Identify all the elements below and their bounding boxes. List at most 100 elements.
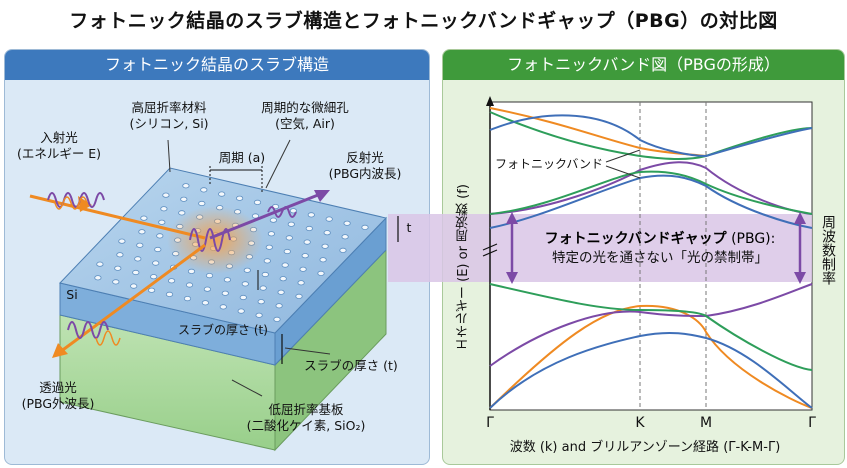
air-hole — [198, 200, 206, 207]
y-axis-arrow — [486, 96, 494, 106]
upper-band-blue — [489, 174, 813, 229]
pbg-connector-band — [388, 214, 498, 282]
air-hole — [200, 187, 208, 193]
air-hole — [251, 213, 260, 219]
lower-band-green — [489, 283, 813, 371]
substrate-leader — [231, 379, 263, 397]
si-label: Si — [66, 287, 78, 302]
air-hole — [201, 300, 209, 306]
x-axis-label: 波数 (k) and ブリルアンゾーン経路 (Γ-K-M-Γ) — [509, 440, 781, 455]
air-hole — [148, 287, 156, 293]
air-hole — [185, 282, 194, 288]
air-hole — [237, 308, 245, 314]
air-hole — [287, 221, 295, 227]
air-hole — [183, 295, 192, 302]
air-hole — [295, 293, 303, 299]
band-label: フォトニックバンド — [494, 156, 604, 172]
pbg-title-main: フォトニックバンドギャップ — [544, 231, 727, 247]
air-hole — [277, 289, 285, 295]
right-axis-label: 周波数制率 — [820, 215, 836, 285]
holes-label: 周期的な微細孔 (空気, Air) — [261, 100, 349, 131]
slab-outer-thickness-label: スラブの厚さ (t) — [304, 358, 398, 373]
air-hole — [94, 275, 102, 281]
air-hole — [297, 280, 305, 286]
air-hole — [259, 285, 267, 291]
air-hole — [223, 277, 231, 283]
air-hole — [160, 206, 168, 212]
pbg-arrow-right-bottom — [794, 272, 806, 284]
air-hole — [279, 276, 287, 282]
pbg-arrow-left-top — [506, 212, 518, 224]
air-hole — [239, 294, 247, 301]
air-hole — [301, 253, 309, 259]
air-hole — [130, 283, 138, 289]
air-hole — [140, 215, 148, 221]
air-hole — [343, 220, 351, 226]
air-hole — [132, 269, 140, 276]
air-hole — [255, 312, 263, 318]
air-hole — [257, 299, 265, 305]
air-hole — [218, 191, 226, 197]
air-hole — [283, 248, 291, 255]
pbg-title: フォトニックバンドギャップ (PBG): — [525, 228, 795, 248]
pbg-arrow-right-top — [794, 212, 806, 224]
air-hole — [265, 244, 273, 250]
slab-panel-header: フォトニック結晶のスラブ構造 — [5, 50, 429, 80]
air-hole — [182, 183, 190, 189]
lower-band-purple — [489, 283, 813, 367]
pbg-title-suffix: (PBG): — [726, 231, 776, 247]
air-hole — [203, 286, 211, 292]
incident-wave-2 — [54, 196, 88, 210]
band-label-leader-1 — [605, 149, 641, 163]
incident-wave — [47, 192, 105, 208]
air-hole — [96, 261, 104, 267]
x-tick-k: K — [635, 415, 645, 431]
slab-inner-thickness-label: スラブの厚さ (t) — [178, 323, 268, 337]
upper-band-green — [489, 170, 813, 215]
air-hole — [243, 267, 251, 273]
incident-beam — [29, 194, 206, 240]
air-hole — [281, 262, 289, 268]
air-hole — [263, 258, 271, 264]
transmitted-wave-2 — [95, 330, 121, 346]
air-hole — [275, 303, 283, 309]
air-hole — [221, 290, 229, 296]
reflected-wave — [267, 206, 297, 218]
air-hole — [307, 212, 315, 218]
air-hole — [156, 233, 164, 239]
air-hole — [305, 225, 313, 232]
air-hole — [219, 304, 227, 310]
air-hole — [150, 274, 158, 280]
air-hole — [158, 219, 166, 225]
reflected-label: 反射光 (PBG内波長) — [328, 150, 402, 181]
air-hole — [112, 279, 120, 285]
slab-outer-leader — [284, 347, 331, 355]
main-title: フォトニック結晶のスラブ構造とフォトニックバンドギャップ（PBG）の対比図 — [69, 10, 778, 32]
reflected-arrowhead — [314, 190, 330, 202]
air-hole — [299, 266, 307, 272]
air-hole — [253, 199, 262, 205]
air-hole — [261, 271, 269, 278]
x-tick-gamma-2: Γ — [808, 415, 816, 431]
y-axis-break-2 — [482, 249, 498, 257]
air-hole — [361, 224, 369, 230]
air-hole — [178, 210, 186, 216]
air-hole — [269, 217, 277, 223]
air-hole — [285, 235, 293, 241]
x-tick-gamma-1: Γ — [486, 415, 494, 431]
x-tick-m: M — [699, 415, 713, 431]
air-hole — [154, 246, 162, 253]
air-hole — [180, 196, 188, 202]
air-hole — [116, 252, 124, 258]
air-hole — [138, 229, 146, 235]
air-hole — [241, 281, 249, 287]
high-index-label: 高屈折率材料 (シリコン, Si) — [129, 100, 209, 131]
transmitted-arrowhead — [52, 343, 68, 358]
air-hole — [273, 316, 281, 322]
upper-band-green-top — [489, 111, 813, 160]
air-hole — [152, 260, 160, 266]
air-hole — [168, 278, 176, 284]
high-index-leader — [167, 139, 171, 173]
